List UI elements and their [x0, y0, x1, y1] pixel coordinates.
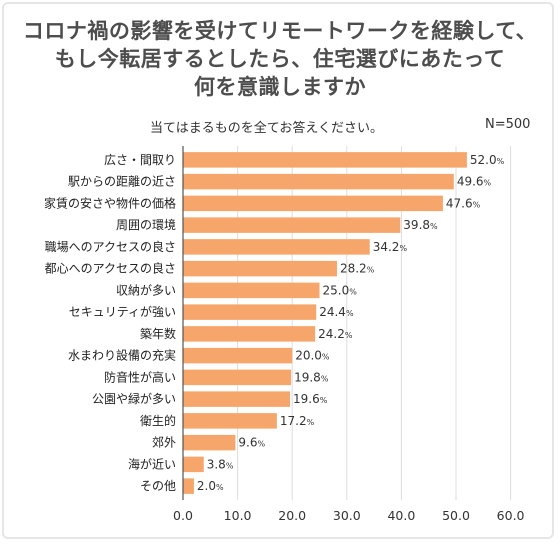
x-tick-label: 60.0: [497, 508, 525, 523]
category-label: 都心へのアクセスの良さ: [45, 261, 176, 276]
data-label-unit: %: [322, 353, 330, 362]
category-label: その他: [140, 479, 176, 493]
data-label: 19.6%: [293, 392, 328, 406]
bar: [183, 347, 293, 364]
category-label: 公園や緑が多い: [92, 391, 176, 406]
data-label-unit: %: [367, 266, 375, 275]
x-tick-label: 20.0: [278, 508, 306, 523]
bar: [183, 152, 467, 168]
data-label: 17.2%: [280, 414, 315, 428]
data-label-unit: %: [226, 461, 234, 470]
chart-title-line-2: もし今転居するとしたら、住宅選びにあたって: [54, 47, 506, 71]
bar: [183, 456, 204, 473]
category-label: 広さ・間取り: [104, 153, 176, 167]
data-label: 2.0%: [197, 479, 224, 493]
category-label: セキュリティが強い: [69, 304, 176, 319]
bar: [183, 413, 277, 429]
chart-title-line-3: 何を意識しますか: [194, 75, 366, 99]
data-label-unit: %: [430, 222, 438, 231]
data-label: 3.8%: [207, 457, 234, 471]
data-label-unit: %: [320, 396, 328, 405]
category-label: 周囲の環境: [116, 217, 176, 232]
data-label: 39.8%: [403, 218, 438, 232]
data-label: 49.6%: [457, 175, 492, 189]
data-label-unit: %: [346, 309, 354, 318]
category-label: 衛生的: [140, 413, 176, 428]
data-label: 19.8%: [294, 370, 329, 384]
x-tick-label: 30.0: [333, 508, 361, 523]
bar: [183, 391, 291, 407]
chart-title-line-1: コロナ禍の影響を受けてリモートワークを経験して、: [22, 19, 538, 43]
data-label: 47.6%: [446, 196, 481, 210]
data-label-unit: %: [345, 331, 353, 340]
data-label-unit: %: [399, 244, 407, 253]
data-label: 25.0%: [323, 283, 358, 297]
data-label-unit: %: [349, 287, 357, 296]
x-tick-label: 50.0: [442, 508, 470, 523]
data-label-unit: %: [484, 179, 492, 188]
bar: [183, 369, 292, 386]
bar: [183, 304, 317, 320]
bar: [183, 260, 337, 277]
category-label: 郊外: [152, 436, 176, 450]
bar: [183, 478, 194, 494]
data-label: 28.2%: [340, 262, 375, 276]
bar: [183, 239, 370, 255]
category-label: 水まわり設備の充実: [68, 348, 176, 363]
category-label: 築年数: [140, 326, 176, 341]
category-label: 家賃の安さや物件の価格: [44, 195, 176, 210]
data-label-unit: %: [216, 483, 224, 492]
bar: [183, 173, 454, 190]
bar: [183, 326, 316, 342]
category-label: 海が近い: [128, 456, 176, 471]
category-label: 職場へのアクセスの良さ: [45, 239, 176, 254]
data-label-unit: %: [258, 440, 266, 449]
data-label: 24.2%: [318, 327, 353, 341]
data-label: 20.0%: [295, 349, 330, 363]
data-label: 34.2%: [373, 240, 408, 254]
chart-subtitle: 当てはまるものを全てお答えください。: [150, 121, 383, 136]
data-label-unit: %: [473, 200, 481, 209]
category-label: 収納が多い: [116, 282, 176, 297]
category-label: 駅からの距離の近さ: [68, 175, 176, 189]
bar: [183, 217, 401, 233]
data-label-unit: %: [497, 157, 505, 166]
bar: [183, 282, 320, 299]
category-label: 防音性が高い: [104, 369, 176, 384]
data-label: 52.0%: [470, 153, 505, 167]
data-label: 9.6%: [238, 436, 265, 450]
x-tick-label: 10.0: [224, 508, 252, 523]
x-tick-label: 40.0: [387, 508, 415, 523]
x-tick-label: 0.0: [173, 508, 193, 523]
bar: [183, 195, 443, 212]
data-label-unit: %: [307, 418, 315, 427]
sample-size-label: N=500: [485, 117, 531, 132]
bar: [183, 434, 236, 451]
data-label: 24.4%: [319, 305, 354, 319]
data-label-unit: %: [321, 374, 329, 383]
